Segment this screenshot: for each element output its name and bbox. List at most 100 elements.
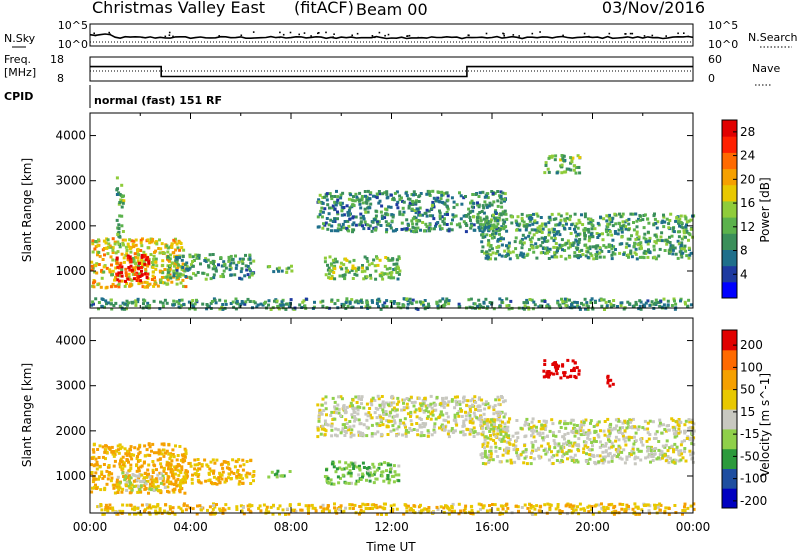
heat-cell xyxy=(440,227,444,231)
heat-cell xyxy=(267,299,271,303)
heat-cell xyxy=(183,479,187,483)
heat-cell xyxy=(646,427,650,431)
heat-cell xyxy=(564,441,568,445)
heat-cell xyxy=(631,446,635,450)
heat-cell xyxy=(372,194,375,198)
heat-cell xyxy=(157,247,161,250)
heat-cell xyxy=(506,451,510,455)
heat-cell xyxy=(135,478,139,482)
heat-cell xyxy=(176,468,180,472)
heat-cell xyxy=(370,299,374,303)
heat-cell xyxy=(135,271,139,275)
heat-cell xyxy=(584,440,588,444)
heat-cell xyxy=(115,272,119,276)
heat-cell xyxy=(191,260,194,263)
heat-cell xyxy=(114,275,118,279)
heat-cell xyxy=(608,213,611,217)
heat-cell xyxy=(389,276,393,280)
heat-cell xyxy=(470,417,474,421)
heat-cell xyxy=(483,195,487,199)
heat-cell xyxy=(316,435,320,439)
heat-cell xyxy=(107,464,111,467)
heat-cell xyxy=(564,300,568,304)
nsky-point xyxy=(665,35,667,37)
heat-cell xyxy=(146,506,150,510)
heat-cell xyxy=(609,503,613,507)
heat-cell xyxy=(158,238,161,242)
colorbar-frame xyxy=(721,119,738,299)
heat-cell xyxy=(160,452,164,456)
heat-cell xyxy=(609,305,613,309)
heat-cell xyxy=(652,214,656,218)
heat-cell xyxy=(485,421,489,425)
heat-cell xyxy=(669,456,672,460)
heat-cell xyxy=(607,429,611,433)
heat-cell xyxy=(559,376,563,380)
heat-cell xyxy=(430,433,434,437)
heat-cell xyxy=(479,222,483,226)
heat-cell xyxy=(578,502,582,506)
heat-cell xyxy=(467,298,471,302)
heat-cell xyxy=(320,412,324,416)
heat-cell xyxy=(499,432,503,436)
heat-cell xyxy=(184,285,188,289)
heat-cell xyxy=(469,505,473,509)
heat-cell xyxy=(237,458,241,462)
heat-cell xyxy=(516,215,520,219)
heat-cell xyxy=(455,223,459,227)
heat-cell xyxy=(319,300,323,304)
heat-cell xyxy=(181,254,185,258)
heat-cell xyxy=(182,284,185,288)
heat-cell xyxy=(457,414,461,418)
heat-cell xyxy=(547,370,551,374)
heat-cell xyxy=(488,248,492,252)
heat-cell xyxy=(362,423,366,427)
heat-cell xyxy=(97,477,100,481)
heat-cell xyxy=(445,211,449,214)
heat-cell xyxy=(662,215,666,219)
heat-cell xyxy=(584,418,588,422)
heat-cell xyxy=(196,271,200,274)
heat-cell xyxy=(131,256,135,260)
heat-cell xyxy=(336,229,340,233)
heat-cell xyxy=(362,510,366,514)
heat-cell xyxy=(107,446,111,450)
heat-cell xyxy=(438,299,442,303)
heat-cell xyxy=(684,249,688,253)
heat-cell xyxy=(331,396,335,400)
heat-cell xyxy=(341,274,345,278)
heat-cell xyxy=(344,266,348,270)
heat-cell xyxy=(504,254,508,258)
heat-cell xyxy=(335,260,339,264)
heat-cell xyxy=(320,206,324,210)
heat-cell xyxy=(690,420,694,424)
heat-cell xyxy=(593,429,597,433)
heat-cell xyxy=(556,301,560,305)
heat-cell xyxy=(196,463,200,467)
heat-cell xyxy=(130,488,134,492)
heat-cell xyxy=(570,459,574,462)
heat-cell xyxy=(333,400,337,404)
heat-cell xyxy=(415,415,419,419)
heat-cell xyxy=(140,262,144,266)
heat-cell xyxy=(432,205,436,209)
y-tick-label: 4000 xyxy=(55,129,86,143)
heat-cell xyxy=(564,426,568,430)
heat-cell xyxy=(503,399,507,403)
heat-cell xyxy=(488,244,492,248)
heat-cell xyxy=(628,454,631,458)
heat-cell xyxy=(600,304,604,308)
heat-cell xyxy=(181,509,184,513)
heat-cell xyxy=(494,434,498,438)
heat-cell xyxy=(138,450,142,454)
heat-cell xyxy=(345,422,349,426)
heat-cell xyxy=(562,170,566,174)
heat-cell xyxy=(192,305,196,309)
heat-cell xyxy=(384,401,388,405)
heat-cell xyxy=(425,208,429,212)
heat-cell xyxy=(370,434,374,438)
heat-cell xyxy=(367,227,371,230)
heat-cell xyxy=(123,307,127,311)
heat-cell xyxy=(559,446,563,450)
heat-cell xyxy=(125,307,128,311)
